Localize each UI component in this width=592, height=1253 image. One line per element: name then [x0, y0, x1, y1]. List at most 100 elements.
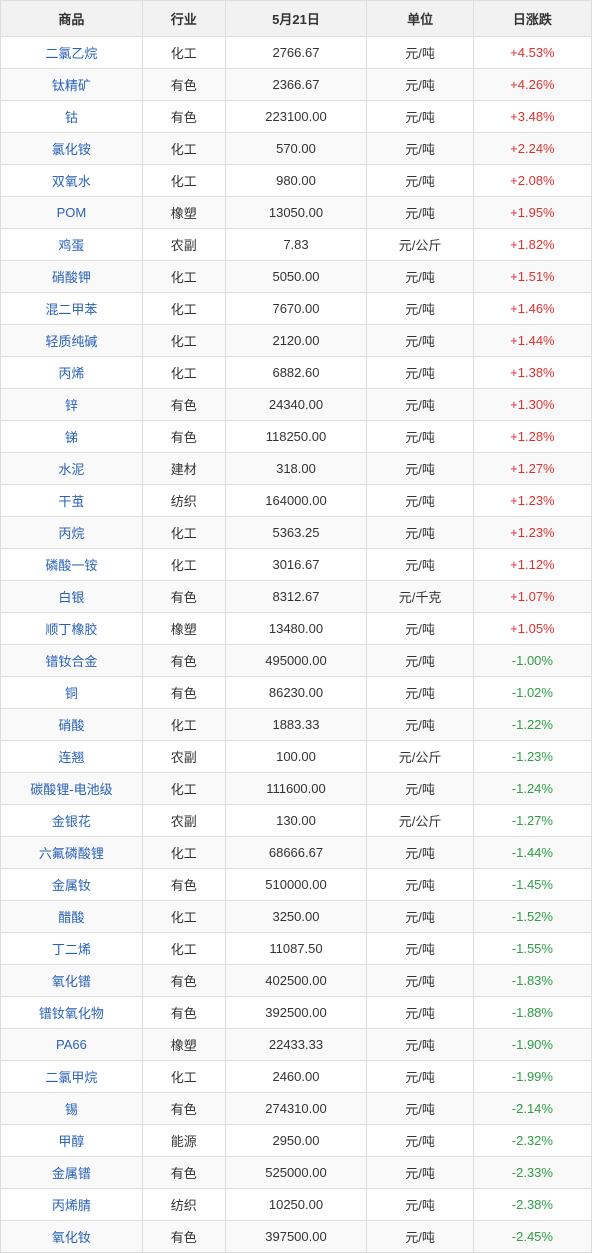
product-name-link[interactable]: 丁二烯 — [1, 933, 143, 965]
unit-cell: 元/吨 — [367, 165, 473, 197]
price-cell: 2766.67 — [225, 37, 367, 69]
industry-cell: 纺织 — [142, 485, 225, 517]
change-cell: +1.07% — [473, 581, 591, 613]
product-name-link[interactable]: 连翘 — [1, 741, 143, 773]
unit-cell: 元/吨 — [367, 1157, 473, 1189]
product-name-link[interactable]: 六氟磷酸锂 — [1, 837, 143, 869]
product-name-link[interactable]: 白银 — [1, 581, 143, 613]
product-name-link[interactable]: 磷酸一铵 — [1, 549, 143, 581]
table-body: 二氯乙烷化工2766.67元/吨+4.53%钛精矿有色2366.67元/吨+4.… — [1, 37, 592, 1253]
product-name-link[interactable]: 硝酸 — [1, 709, 143, 741]
price-cell: 5050.00 — [225, 261, 367, 293]
product-name-link[interactable]: 丙烷 — [1, 517, 143, 549]
price-cell: 7670.00 — [225, 293, 367, 325]
product-name-link[interactable]: 镨钕合金 — [1, 645, 143, 677]
industry-cell: 橡塑 — [142, 613, 225, 645]
unit-cell: 元/吨 — [367, 1029, 473, 1061]
industry-cell: 有色 — [142, 101, 225, 133]
price-cell: 318.00 — [225, 453, 367, 485]
unit-cell: 元/吨 — [367, 965, 473, 997]
industry-cell: 有色 — [142, 581, 225, 613]
product-name-link[interactable]: 甲醇 — [1, 1125, 143, 1157]
product-name-link[interactable]: 双氧水 — [1, 165, 143, 197]
product-name-link[interactable]: 氧化钕 — [1, 1221, 143, 1253]
product-name-link[interactable]: 混二甲苯 — [1, 293, 143, 325]
product-name-link[interactable]: 钴 — [1, 101, 143, 133]
change-cell: +1.23% — [473, 485, 591, 517]
product-name-link[interactable]: 锌 — [1, 389, 143, 421]
price-cell: 7.83 — [225, 229, 367, 261]
price-cell: 13050.00 — [225, 197, 367, 229]
table-row: 干茧纺织164000.00元/吨+1.23% — [1, 485, 592, 517]
industry-cell: 化工 — [142, 133, 225, 165]
change-cell: +2.24% — [473, 133, 591, 165]
industry-cell: 有色 — [142, 389, 225, 421]
product-name-link[interactable]: 氯化铵 — [1, 133, 143, 165]
table-row: 磷酸一铵化工3016.67元/吨+1.12% — [1, 549, 592, 581]
change-cell: +1.27% — [473, 453, 591, 485]
col-daily-change: 日涨跌 — [473, 1, 591, 37]
table-row: 金属镨有色525000.00元/吨-2.33% — [1, 1157, 592, 1189]
table-row: 锡有色274310.00元/吨-2.14% — [1, 1093, 592, 1125]
price-cell: 2460.00 — [225, 1061, 367, 1093]
change-cell: +1.46% — [473, 293, 591, 325]
industry-cell: 化工 — [142, 261, 225, 293]
industry-cell: 建材 — [142, 453, 225, 485]
unit-cell: 元/吨 — [367, 677, 473, 709]
industry-cell: 化工 — [142, 1061, 225, 1093]
product-name-link[interactable]: PA66 — [1, 1029, 143, 1061]
product-name-link[interactable]: 金属镨 — [1, 1157, 143, 1189]
product-name-link[interactable]: 锑 — [1, 421, 143, 453]
product-name-link[interactable]: 硝酸钾 — [1, 261, 143, 293]
product-name-link[interactable]: POM — [1, 197, 143, 229]
product-name-link[interactable]: 氧化镨 — [1, 965, 143, 997]
industry-cell: 化工 — [142, 357, 225, 389]
change-cell: +1.51% — [473, 261, 591, 293]
industry-cell: 有色 — [142, 869, 225, 901]
table-row: 氧化钕有色397500.00元/吨-2.45% — [1, 1221, 592, 1253]
change-cell: -1.27% — [473, 805, 591, 837]
unit-cell: 元/吨 — [367, 645, 473, 677]
table-row: 丙烯腈纺织10250.00元/吨-2.38% — [1, 1189, 592, 1221]
table-row: POM橡塑13050.00元/吨+1.95% — [1, 197, 592, 229]
change-cell: -1.00% — [473, 645, 591, 677]
unit-cell: 元/吨 — [367, 357, 473, 389]
unit-cell: 元/公斤 — [367, 229, 473, 261]
price-cell: 11087.50 — [225, 933, 367, 965]
table-row: 顺丁橡胶橡塑13480.00元/吨+1.05% — [1, 613, 592, 645]
industry-cell: 化工 — [142, 901, 225, 933]
table-row: 铜有色86230.00元/吨-1.02% — [1, 677, 592, 709]
price-cell: 397500.00 — [225, 1221, 367, 1253]
product-name-link[interactable]: 钛精矿 — [1, 69, 143, 101]
product-name-link[interactable]: 轻质纯碱 — [1, 325, 143, 357]
product-name-link[interactable]: 锡 — [1, 1093, 143, 1125]
product-name-link[interactable]: 镨钕氧化物 — [1, 997, 143, 1029]
unit-cell: 元/吨 — [367, 197, 473, 229]
product-name-link[interactable]: 二氯甲烷 — [1, 1061, 143, 1093]
unit-cell: 元/吨 — [367, 1125, 473, 1157]
product-name-link[interactable]: 丙烯 — [1, 357, 143, 389]
product-name-link[interactable]: 醋酸 — [1, 901, 143, 933]
unit-cell: 元/吨 — [367, 901, 473, 933]
product-name-link[interactable]: 金银花 — [1, 805, 143, 837]
product-name-link[interactable]: 碳酸锂-电池级 — [1, 773, 143, 805]
industry-cell: 化工 — [142, 165, 225, 197]
industry-cell: 能源 — [142, 1125, 225, 1157]
product-name-link[interactable]: 鸡蛋 — [1, 229, 143, 261]
product-name-link[interactable]: 顺丁橡胶 — [1, 613, 143, 645]
table-row: 镨钕合金有色495000.00元/吨-1.00% — [1, 645, 592, 677]
product-name-link[interactable]: 丙烯腈 — [1, 1189, 143, 1221]
table-row: 混二甲苯化工7670.00元/吨+1.46% — [1, 293, 592, 325]
price-cell: 392500.00 — [225, 997, 367, 1029]
product-name-link[interactable]: 金属钕 — [1, 869, 143, 901]
product-name-link[interactable]: 干茧 — [1, 485, 143, 517]
product-name-link[interactable]: 水泥 — [1, 453, 143, 485]
product-name-link[interactable]: 二氯乙烷 — [1, 37, 143, 69]
change-cell: +1.12% — [473, 549, 591, 581]
product-name-link[interactable]: 铜 — [1, 677, 143, 709]
industry-cell: 有色 — [142, 69, 225, 101]
price-cell: 495000.00 — [225, 645, 367, 677]
table-row: 碳酸锂-电池级化工111600.00元/吨-1.24% — [1, 773, 592, 805]
unit-cell: 元/吨 — [367, 517, 473, 549]
unit-cell: 元/吨 — [367, 1189, 473, 1221]
